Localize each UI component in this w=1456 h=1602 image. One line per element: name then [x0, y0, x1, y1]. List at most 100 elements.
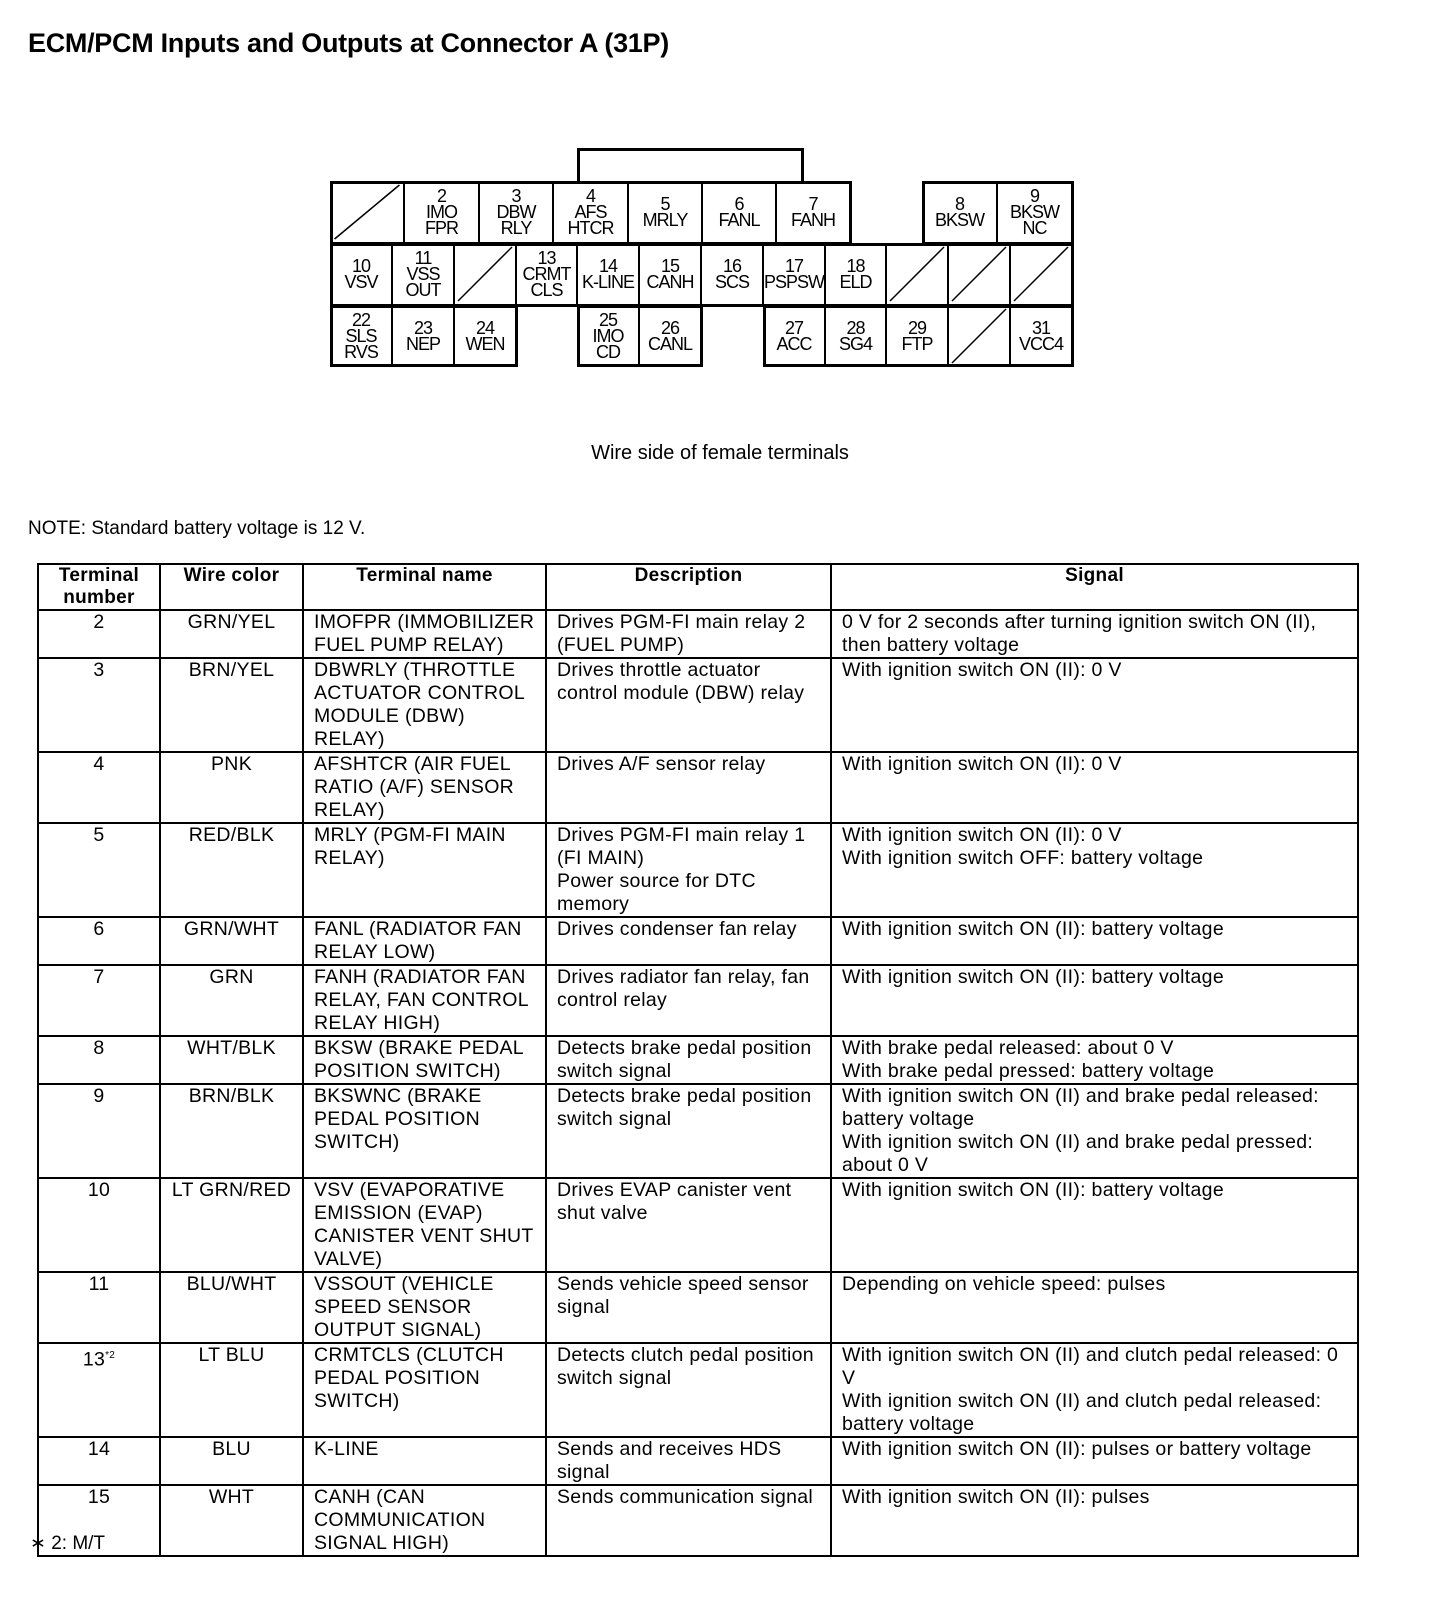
terminal-number: 27 — [784, 318, 804, 338]
terminal-number: 26 — [660, 318, 680, 338]
terminal-label: IMO — [426, 202, 458, 222]
wire-color-text: RED/BLK — [188, 824, 275, 846]
signal-text: With ignition switch ON (II) and brake p… — [842, 1085, 1319, 1176]
terminal-label: NC — [1022, 218, 1048, 238]
unused-slash-icon — [333, 184, 401, 240]
terminal-label: FPR — [425, 218, 459, 238]
table-row: 7 GRN FANH (RADIATOR FAN RELAY, FAN CONTRO… — [37, 964, 1359, 1037]
description-text: Drives PGM-FI main relay 2 (FUEL PUMP) — [557, 611, 806, 656]
terminal-number: 17 — [784, 256, 804, 276]
terminal-number: 16 — [722, 256, 742, 276]
terminal-label: NEP — [405, 334, 441, 354]
terminal-name-text: AFSHTCR (AIR FUEL RATIO (A/F) SENSOR REL… — [314, 753, 515, 821]
terminal-label: PSPSW — [764, 272, 825, 292]
description-text: Drives radiator fan relay, fan control r… — [557, 966, 810, 1011]
wire-color-text: BRN/YEL — [188, 659, 275, 681]
terminal-unused — [454, 243, 516, 305]
terminal-label: IMO — [592, 326, 625, 346]
wire-color: RED/BLK — [159, 822, 304, 918]
terminal-table: Terminal number Wire color Terminal name… — [37, 563, 1359, 1557]
unused-slash-icon — [889, 246, 945, 302]
terminal-label: CANH — [646, 272, 694, 292]
table-row: 8 WHT/BLK BKSW (BRAKE PEDAL POSITION SWITC… — [37, 1035, 1359, 1085]
terminal-cell: 4 AFS HTCR — [553, 181, 628, 243]
wire-color: WHT — [159, 1484, 304, 1557]
wire-color-text: BLU/WHT — [186, 1273, 277, 1295]
wire-color: BLU/WHT — [159, 1271, 304, 1344]
terminal-name-text: CANH (CAN COMMUNICATION SIGNAL HIGH) — [314, 1486, 486, 1554]
terminal-cell: 2 IMO FPR — [404, 181, 479, 243]
terminal-number: 11 — [37, 1271, 161, 1344]
terminal-cell: 5 MRLY — [628, 181, 702, 243]
description: Drives condenser fan relay — [545, 916, 832, 966]
terminal-name: FANL (RADIATOR FAN RELAY LOW) — [302, 916, 547, 966]
header-description: Description — [545, 563, 832, 611]
terminal-label: VCC4 — [1018, 334, 1064, 354]
terminal-cell: 17 PSPSW — [763, 243, 825, 305]
terminal-name: VSSOUT (VEHICLE SPEED SENSOR OUTPUT SIGN… — [302, 1271, 547, 1344]
wire-color: GRN/WHT — [159, 916, 304, 966]
terminal-unused — [330, 181, 404, 243]
terminal-label: HTCR — [567, 218, 615, 238]
signal-text: With ignition switch ON (II): 0 V With i… — [842, 824, 1204, 869]
table-header-row: Terminal number Wire color Terminal name… — [37, 563, 1359, 611]
description: Detects clutch pedal position switch sig… — [545, 1342, 832, 1438]
unused-slash-icon — [1013, 246, 1069, 302]
terminal-number-text: 7 — [93, 966, 105, 988]
description-text: Drives A/F sensor relay — [557, 753, 766, 775]
signal: With ignition switch ON (II): battery vo… — [830, 964, 1359, 1037]
terminal-name-text: BKSWNC (BRAKE PEDAL POSITION SWITCH) — [314, 1085, 482, 1153]
terminal-name-text: FANL (RADIATOR FAN RELAY LOW) — [314, 918, 522, 963]
terminal-name-text: BKSW (BRAKE PEDAL POSITION SWITCH) — [314, 1037, 524, 1082]
description: Drives EVAP canister vent shut valve — [545, 1177, 832, 1273]
note: NOTE: Standard battery voltage is 12 V. — [28, 518, 366, 539]
terminal-cell: 7 FANH — [776, 181, 850, 243]
wire-color: BRN/BLK — [159, 1083, 304, 1179]
terminal-label: K-LINE — [581, 272, 635, 292]
terminal-unused — [948, 305, 1010, 367]
terminal-number: 15 — [37, 1484, 161, 1557]
table-row: 15 WHT CANH (CAN COMMUNICATION SIGNAL HIGH… — [37, 1484, 1359, 1557]
terminal-number-text: 11 — [88, 1273, 110, 1295]
terminal-name-text: IMOFPR (IMMOBILIZER FUEL PUMP RELAY) — [314, 611, 535, 656]
terminal-unused — [948, 243, 1010, 305]
signal-text: With ignition switch ON (II): battery vo… — [842, 918, 1224, 940]
wire-color-text: PNK — [211, 753, 252, 775]
description: Drives radiator fan relay, fan control r… — [545, 964, 832, 1037]
terminal-number: 7 — [37, 964, 161, 1037]
signal: With ignition switch ON (II): pulses or … — [830, 1436, 1359, 1486]
terminal-name: FANH (RADIATOR FAN RELAY, FAN CONTROL RE… — [302, 964, 547, 1037]
terminal-name-text: VSV (EVAPORATIVE EMISSION (EVAP) CANISTE… — [314, 1179, 534, 1270]
signal-text: With ignition switch ON (II): 0 V — [842, 659, 1122, 681]
wire-color: WHT/BLK — [159, 1035, 304, 1085]
terminal-name-text: DBWRLY (THROTTLE ACTUATOR CONTROL MODULE… — [314, 659, 525, 750]
terminal-number: 29 — [907, 318, 927, 338]
terminal-label: WEN — [465, 334, 506, 354]
terminal-number: 31 — [1031, 318, 1051, 338]
terminal-name: BKSWNC (BRAKE PEDAL POSITION SWITCH) — [302, 1083, 547, 1179]
connector-diagram: 31 VCC4 29 FTP 28 SG4 27 ACC 26 CANL 25 IMO CD 24 WEN 2… — [0, 0, 1456, 420]
wire-color-text: WHT — [208, 1486, 255, 1508]
terminal-name-text: MRLY (PGM-FI MAIN RELAY) — [314, 824, 506, 869]
description: Sends and receives HDS signal — [545, 1436, 832, 1486]
wire-color: LT BLU — [159, 1342, 304, 1438]
description-text: Detects brake pedal position switch sign… — [557, 1085, 812, 1130]
terminal-cell: 11 VSS OUT — [392, 243, 454, 305]
signal-text: With ignition switch ON (II): 0 V — [842, 753, 1122, 775]
description: Sends vehicle speed sensor signal — [545, 1271, 832, 1344]
signal-text: With ignition switch ON (II) and clutch … — [842, 1344, 1339, 1435]
terminal-label: MRLY — [642, 210, 689, 230]
wire-color: PNK — [159, 751, 304, 824]
terminal-number: 9 — [1029, 186, 1040, 206]
terminal-cell: 25 IMO CD — [577, 305, 639, 367]
description-text: Sends and receives HDS signal — [557, 1438, 782, 1483]
unused-slash-icon — [951, 246, 1007, 302]
terminal-number: 3 — [511, 186, 521, 206]
terminal-number: 18 — [846, 256, 865, 276]
terminal-cell: 27 ACC — [763, 305, 825, 367]
description-text: Detects brake pedal position switch sign… — [557, 1037, 812, 1082]
terminal-number-text: 3 — [93, 659, 105, 681]
signal: With ignition switch ON (II) and brake p… — [830, 1083, 1359, 1179]
description-text: Drives PGM-FI main relay 1 (FI MAIN) Pow… — [557, 824, 806, 915]
terminal-number: 22 — [351, 310, 371, 330]
